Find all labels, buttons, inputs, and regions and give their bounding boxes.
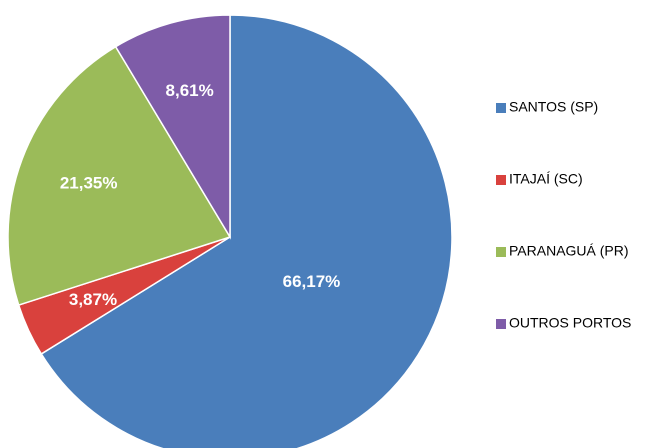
value-labels: 66,17% 3,87% 21,35% 8,61%	[60, 81, 340, 309]
pie-slice	[40, 14, 453, 448]
legend-swatch	[496, 175, 506, 185]
value-label: 66,17%	[283, 272, 341, 291]
pie-slice	[7, 45, 232, 307]
legend-swatch	[496, 103, 506, 113]
legend-label: ITAJAÍ (SC)	[509, 171, 583, 187]
legend: SANTOS (SP) ITAJAÍ (SC) PARANAGUÁ (PR) OUTR…	[496, 99, 631, 331]
value-label: 3,87%	[69, 290, 117, 309]
value-label: 8,61%	[166, 81, 214, 100]
pie-slice	[114, 14, 231, 240]
legend-swatch	[496, 319, 506, 329]
value-label: 21,35%	[60, 173, 118, 192]
legend-label: PARANAGUÁ (PR)	[509, 243, 629, 259]
pie	[7, 14, 453, 448]
legend-swatch	[496, 247, 506, 257]
legend-label: SANTOS (SP)	[509, 99, 598, 115]
legend-label: OUTROS PORTOS	[509, 315, 631, 331]
